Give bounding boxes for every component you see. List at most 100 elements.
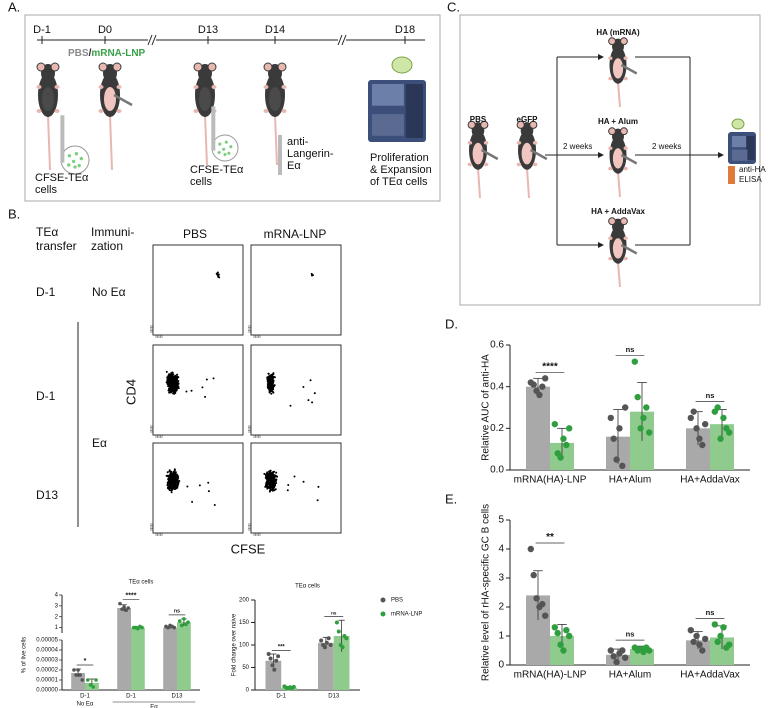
flow-event — [302, 480, 305, 483]
flow-event — [185, 390, 188, 393]
data-point — [177, 619, 182, 623]
bar — [526, 386, 550, 470]
flow-event — [269, 470, 272, 473]
syringe — [620, 153, 638, 165]
day-label: D13 — [198, 24, 218, 36]
data-point — [560, 647, 567, 654]
mouse-ear — [207, 62, 217, 72]
mouse-illustration — [608, 37, 638, 108]
mouse-ear — [193, 62, 203, 72]
flow-plot — [152, 442, 244, 534]
y-tick-label: 0.4 — [490, 381, 504, 392]
mouse-ear — [608, 217, 616, 226]
bar — [163, 627, 177, 690]
flow-event — [171, 476, 174, 479]
mouse-paw — [98, 85, 104, 89]
flow-event — [215, 272, 218, 275]
y-tick-label: 4 — [498, 544, 504, 555]
data-point — [268, 656, 273, 661]
flow-event — [263, 472, 266, 475]
flow-plot — [152, 344, 244, 436]
flow-event — [177, 387, 180, 390]
flow-event — [273, 489, 276, 492]
axis-title: Relative AUC of anti-HA — [481, 354, 492, 461]
flow-event — [174, 480, 177, 483]
flow-event — [175, 487, 178, 490]
petri-dish — [60, 145, 90, 175]
data-point — [272, 667, 277, 672]
mouse-paw — [116, 109, 122, 113]
flow-event — [317, 485, 320, 488]
data-point — [266, 652, 271, 656]
data-point — [646, 429, 653, 436]
y-tick-label: 1 — [498, 631, 504, 642]
flow-event — [173, 469, 176, 472]
axis-title: Fold change over naive — [232, 613, 238, 676]
cell — [74, 152, 79, 156]
data-point — [726, 641, 733, 648]
flow-event — [268, 478, 271, 481]
flow-event — [268, 375, 271, 378]
flow-event — [270, 383, 273, 386]
data-point — [631, 358, 638, 365]
data-point — [613, 658, 620, 666]
flow-event — [276, 475, 279, 478]
y-tick-label: 50 — [242, 665, 249, 671]
data-point — [551, 624, 558, 631]
mouse-paw — [623, 256, 628, 261]
data-point — [714, 404, 721, 411]
flow-event — [175, 483, 178, 486]
flow-event — [175, 388, 178, 391]
y-tick-label: 100 — [239, 643, 250, 649]
data-point — [607, 414, 614, 422]
flow-event — [269, 390, 272, 393]
axis-break — [337, 34, 343, 46]
flow-event — [170, 480, 173, 483]
mouse-ear — [277, 62, 287, 72]
row-label: D-1 — [36, 285, 56, 299]
flow-event — [268, 474, 271, 477]
data-point — [714, 638, 721, 645]
legend-marker — [380, 611, 386, 617]
day-label: D-1 — [33, 24, 51, 36]
flow-event — [172, 377, 175, 380]
panel-label: C. — [447, 0, 460, 14]
flow-event — [264, 485, 267, 488]
mouse-ear — [516, 120, 525, 129]
tube — [728, 166, 735, 184]
flow-event — [217, 275, 220, 278]
row-label: No Eα — [92, 285, 126, 299]
data-point — [566, 425, 573, 432]
instrument-panel — [732, 136, 748, 148]
data-point — [340, 645, 345, 650]
legend-label: PBS — [391, 598, 403, 604]
cell — [73, 165, 77, 169]
label: cells — [35, 184, 58, 196]
flow-event — [198, 484, 201, 487]
data-point — [696, 641, 703, 648]
flow-event — [167, 383, 170, 386]
flow-event — [173, 379, 176, 382]
mouse-tail — [204, 114, 208, 166]
flow-event — [265, 486, 268, 489]
instrument-side — [405, 84, 424, 138]
data-point — [539, 383, 546, 390]
legend-part: / — [89, 48, 92, 59]
data-point — [699, 647, 706, 654]
panel-label: A. — [8, 0, 20, 14]
mouse-tail — [47, 114, 51, 171]
data-point — [172, 625, 177, 630]
cell-illustration — [731, 118, 745, 130]
data-point — [693, 425, 700, 432]
group-label: PBS — [470, 115, 487, 124]
flow-event — [170, 482, 173, 485]
axis-break — [341, 34, 347, 46]
mouse-paw — [516, 141, 522, 145]
flow-event — [287, 483, 290, 486]
x-tick-label: D-1 — [80, 694, 90, 700]
data-point — [696, 435, 703, 442]
significance-label: * — [84, 658, 87, 665]
mouse-belly — [612, 238, 624, 259]
cell — [71, 159, 76, 164]
